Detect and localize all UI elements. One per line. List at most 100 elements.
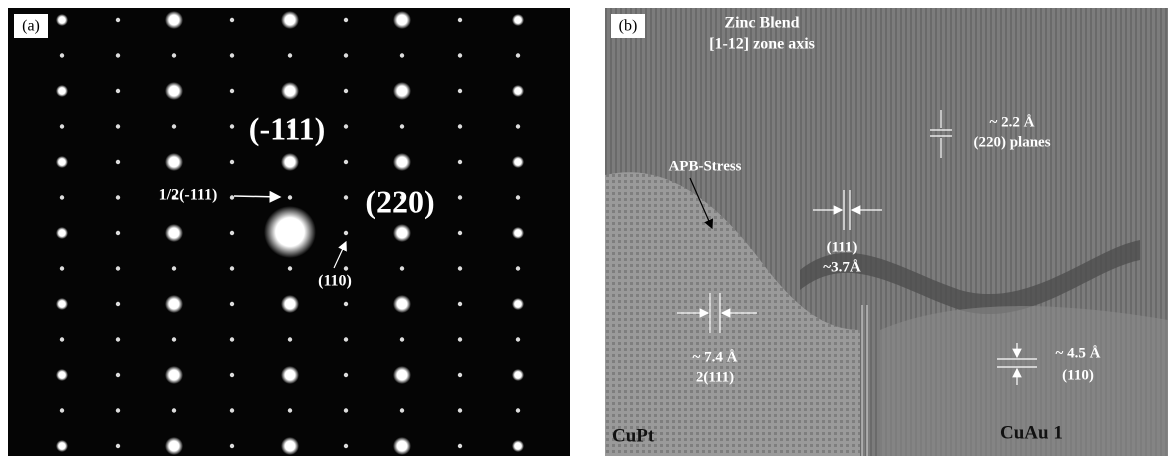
spot [56, 369, 68, 381]
spot [281, 11, 299, 29]
spot [393, 366, 411, 384]
spot [56, 85, 68, 97]
spot [288, 266, 292, 270]
annotation: (220) planes [973, 134, 1050, 150]
spot [516, 408, 520, 412]
spot [56, 14, 68, 26]
spot [230, 337, 234, 341]
spot [172, 337, 176, 341]
spot [400, 337, 404, 341]
spot [458, 266, 462, 270]
spot [60, 266, 64, 270]
spot [288, 53, 292, 57]
spot [516, 53, 520, 57]
spot [393, 295, 411, 313]
spot [400, 266, 404, 270]
annotation: (111) [827, 239, 858, 255]
spot [165, 224, 183, 242]
spot [458, 53, 462, 57]
spot [516, 266, 520, 270]
spot [281, 437, 299, 455]
annotation: ~3.7Å [823, 259, 861, 275]
spot [230, 373, 234, 377]
spot [116, 408, 120, 412]
arrow [234, 196, 280, 197]
spot [516, 124, 520, 128]
spot [230, 444, 234, 448]
spot [172, 124, 176, 128]
spot [344, 373, 348, 377]
annotation: ~ 7.4 Å [693, 349, 738, 365]
spot [165, 437, 183, 455]
spot [458, 408, 462, 412]
spot [60, 53, 64, 57]
spot [516, 195, 520, 199]
spot [56, 227, 68, 239]
spot [458, 444, 462, 448]
spot [56, 298, 68, 310]
spot [344, 160, 348, 164]
annotation: CuPt [612, 425, 655, 446]
spot [116, 373, 120, 377]
spot [393, 82, 411, 100]
spot [60, 124, 64, 128]
spot [56, 156, 68, 168]
spot [60, 337, 64, 341]
annotation: (110) [318, 273, 352, 290]
central-spot [264, 206, 316, 258]
spot [281, 366, 299, 384]
spot [116, 53, 120, 57]
spot [165, 366, 183, 384]
spot [116, 444, 120, 448]
spot [116, 266, 120, 270]
spot [458, 195, 462, 199]
spot [116, 231, 120, 235]
spot [281, 295, 299, 313]
annotation: 1/2(-111) [159, 187, 218, 204]
spot [393, 437, 411, 455]
spot [458, 160, 462, 164]
spot [165, 295, 183, 313]
spot [512, 156, 524, 168]
spot [281, 82, 299, 100]
spot [172, 266, 176, 270]
spot [230, 408, 234, 412]
spot [458, 373, 462, 377]
spot [165, 82, 183, 100]
spot [458, 231, 462, 235]
spot [116, 160, 120, 164]
spot [400, 124, 404, 128]
spot [512, 369, 524, 381]
spot [512, 298, 524, 310]
spot [516, 337, 520, 341]
spot [344, 266, 348, 270]
spot [60, 408, 64, 412]
spot [393, 224, 411, 242]
spot [116, 337, 120, 341]
annotation: CuAu 1 [1000, 422, 1063, 443]
spot [230, 160, 234, 164]
spot [344, 124, 348, 128]
panel-label: (a) [22, 18, 40, 35]
spot [230, 302, 234, 306]
spot [393, 153, 411, 171]
spot [230, 53, 234, 57]
spot [116, 18, 120, 22]
spot [288, 195, 292, 199]
spot [512, 440, 524, 452]
annotation: (-111) [249, 110, 325, 146]
spot [230, 124, 234, 128]
annotation: (110) [1062, 367, 1094, 383]
spot [344, 444, 348, 448]
spot [400, 53, 404, 57]
spot [165, 153, 183, 171]
spot [230, 231, 234, 235]
spot [230, 195, 234, 199]
spot [116, 124, 120, 128]
spot [458, 302, 462, 306]
spot [288, 408, 292, 412]
annotation: APB-Stress [668, 158, 741, 174]
annotation: 2(111) [696, 369, 734, 385]
spot [344, 18, 348, 22]
title: Zinc Blend [724, 15, 799, 32]
